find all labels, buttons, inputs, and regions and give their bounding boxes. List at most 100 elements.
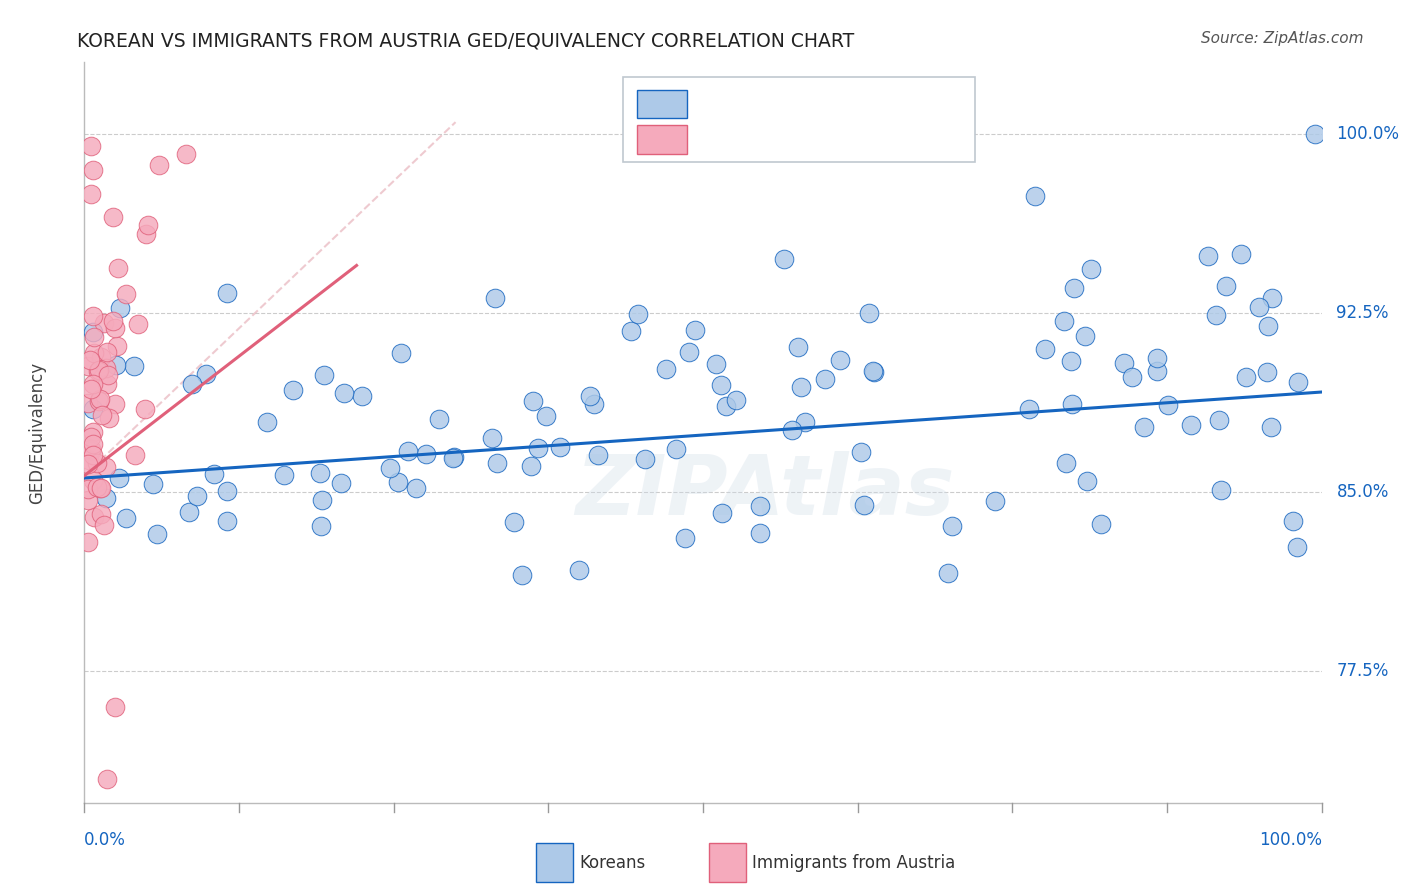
Point	[787, 340, 810, 354]
Point	[527, 442, 550, 456]
Point	[77, 535, 100, 549]
Bar	[637, 126, 688, 153]
Point	[93, 518, 115, 533]
Text: Source: ZipAtlas.com: Source: ZipAtlas.com	[1201, 31, 1364, 46]
Point	[1205, 308, 1227, 322]
Point	[94, 491, 117, 505]
Point	[82, 437, 104, 451]
Point	[405, 481, 427, 495]
Point	[1234, 369, 1257, 384]
Point	[87, 363, 110, 377]
Text: 100.0%: 100.0%	[1337, 125, 1399, 143]
Point	[94, 361, 117, 376]
Point	[1074, 328, 1097, 343]
Point	[1076, 474, 1098, 488]
Point	[941, 519, 963, 533]
Text: Immigrants from Austria: Immigrants from Austria	[752, 854, 956, 871]
Point	[634, 452, 657, 467]
Point	[101, 210, 124, 224]
Point	[387, 475, 409, 489]
Point	[862, 363, 884, 377]
Point	[186, 489, 208, 503]
Point	[790, 380, 813, 394]
Text: N =  59: N = 59	[839, 130, 905, 148]
Point	[87, 394, 110, 409]
Point	[1018, 402, 1040, 417]
Point	[90, 508, 112, 522]
Point	[107, 260, 129, 275]
Point	[215, 484, 238, 499]
Point	[94, 459, 117, 474]
Point	[77, 457, 100, 471]
Point	[122, 359, 145, 374]
Point	[863, 365, 886, 379]
Point	[104, 700, 127, 714]
Point	[145, 527, 167, 541]
Text: N = 115: N = 115	[839, 95, 911, 113]
Text: 0.0%: 0.0%	[84, 831, 127, 849]
FancyBboxPatch shape	[623, 78, 976, 162]
Point	[1062, 397, 1084, 411]
Point	[202, 467, 225, 482]
Point	[441, 451, 464, 466]
Point	[115, 511, 138, 525]
Text: 100.0%: 100.0%	[1258, 831, 1322, 849]
Point	[77, 453, 100, 467]
Point	[814, 372, 837, 386]
Point	[1121, 369, 1143, 384]
Text: Koreans: Koreans	[579, 854, 645, 871]
Point	[96, 345, 118, 359]
Point	[780, 423, 803, 437]
Point	[82, 162, 104, 177]
Point	[484, 292, 506, 306]
Point	[332, 386, 354, 401]
Point	[520, 459, 543, 474]
Point	[82, 401, 104, 416]
Point	[794, 415, 817, 429]
Point	[1286, 540, 1309, 554]
Point	[215, 514, 238, 528]
Text: ZIPAtlas: ZIPAtlas	[575, 451, 955, 533]
Point	[86, 480, 108, 494]
Point	[79, 186, 101, 201]
Point	[97, 368, 120, 382]
Point	[853, 498, 876, 512]
Point	[80, 430, 103, 444]
Point	[83, 345, 105, 359]
Point	[415, 448, 437, 462]
Point	[79, 382, 101, 396]
Point	[97, 411, 120, 425]
Point	[90, 350, 112, 364]
Point	[1053, 314, 1076, 328]
Point	[1035, 343, 1057, 357]
Text: 77.5%: 77.5%	[1337, 663, 1389, 681]
Point	[704, 357, 727, 371]
Point	[683, 322, 706, 336]
Point	[858, 306, 880, 320]
Point	[828, 352, 851, 367]
Point	[82, 473, 104, 487]
Point	[1257, 318, 1279, 333]
Point	[568, 563, 591, 577]
Point	[1197, 249, 1219, 263]
Point	[1247, 300, 1270, 314]
Point	[77, 492, 100, 507]
Point	[1261, 291, 1284, 305]
Point	[678, 344, 700, 359]
Point	[105, 339, 128, 353]
Point	[87, 364, 110, 378]
Bar	[637, 90, 688, 118]
Point	[82, 309, 104, 323]
Point	[586, 448, 609, 462]
Text: GED/Equivalency: GED/Equivalency	[28, 361, 46, 504]
Point	[90, 481, 112, 495]
Point	[80, 442, 103, 456]
Point	[620, 324, 643, 338]
Point	[82, 449, 104, 463]
Point	[1054, 456, 1077, 470]
Point	[1256, 365, 1278, 379]
Point	[180, 376, 202, 391]
Point	[714, 399, 737, 413]
Point	[936, 566, 959, 580]
Point	[1080, 262, 1102, 277]
